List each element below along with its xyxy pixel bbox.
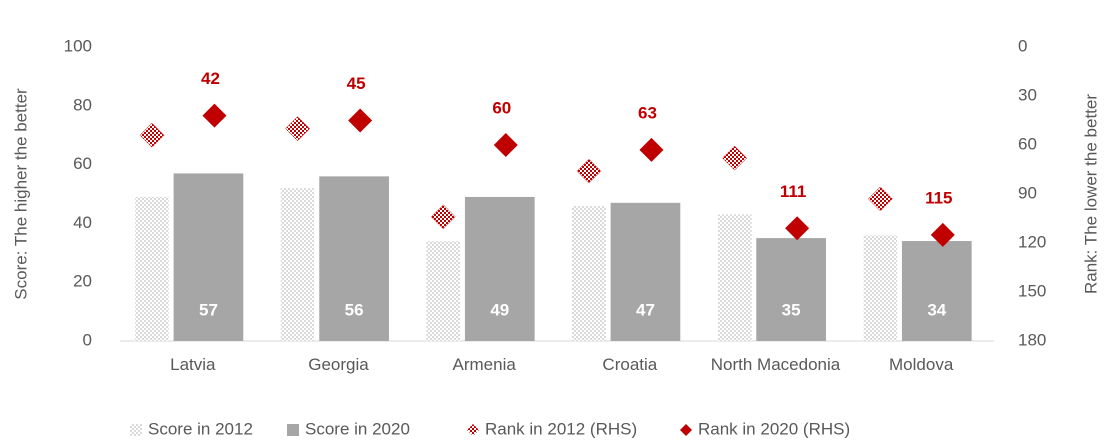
rank-value-label: 45 xyxy=(347,74,366,93)
y-tick-label: 20 xyxy=(73,272,92,291)
bar xyxy=(319,176,389,341)
y2-tick-label: 60 xyxy=(1018,134,1037,153)
bar xyxy=(863,235,898,341)
bar-value-label: 49 xyxy=(490,300,509,319)
rank-marker xyxy=(867,186,893,212)
rank-marker xyxy=(785,216,810,241)
x-tick-label: Latvia xyxy=(170,355,216,374)
x-tick-label: Armenia xyxy=(452,355,516,374)
rank-marker xyxy=(639,137,664,162)
bar xyxy=(280,188,315,341)
rank-value-label: 115 xyxy=(925,188,952,207)
y-tick-label: 60 xyxy=(73,154,92,173)
rank-value-label: 42 xyxy=(201,69,220,88)
bar xyxy=(464,196,535,341)
bar xyxy=(901,241,972,341)
bar-value-label: 56 xyxy=(345,300,364,319)
legend-swatch xyxy=(130,424,142,436)
rank-marker xyxy=(930,222,955,247)
bar xyxy=(426,241,461,341)
bar xyxy=(610,202,681,341)
legend-label: Score in 2020 xyxy=(305,419,410,438)
y-tick-label: 80 xyxy=(73,95,92,114)
bar-value-label: 34 xyxy=(927,300,946,319)
legend-label: Rank in 2020 (RHS) xyxy=(698,419,850,438)
rank-marker xyxy=(139,122,165,148)
rank-marker xyxy=(285,116,310,142)
rank-marker xyxy=(722,145,747,171)
x-tick-label: Croatia xyxy=(602,355,658,374)
bar xyxy=(135,196,169,341)
bar xyxy=(717,214,752,341)
x-tick-label: North Macedonia xyxy=(710,355,841,374)
rank-marker xyxy=(430,204,456,230)
legend-label: Score in 2012 xyxy=(148,419,253,438)
rank-value-label: 63 xyxy=(638,103,657,122)
rank-marker xyxy=(493,133,518,157)
rank-value-label: 60 xyxy=(492,98,511,117)
x-tick-label: Moldova xyxy=(889,355,954,374)
y-tick-label: 0 xyxy=(83,330,92,349)
bar-value-label: 35 xyxy=(782,300,801,319)
rank-marker xyxy=(576,158,602,184)
legend-swatch xyxy=(287,424,299,436)
legend-swatch xyxy=(680,424,692,436)
y-tick-label: 40 xyxy=(73,213,92,232)
rank-marker xyxy=(202,103,227,128)
y-tick-label: 100 xyxy=(64,36,92,55)
bar-value-label: 57 xyxy=(199,300,218,319)
y2-tick-label: 30 xyxy=(1018,85,1037,104)
rank-marker xyxy=(348,108,373,133)
y2-tick-label: 180 xyxy=(1018,330,1046,349)
bar xyxy=(572,205,606,341)
y2-axis-label: Rank: The lower the better xyxy=(1081,94,1100,294)
y-axis-label: Score: The higher the better xyxy=(11,88,30,300)
y2-tick-label: 120 xyxy=(1018,232,1046,251)
y2-tick-label: 0 xyxy=(1018,36,1027,55)
y2-tick-label: 150 xyxy=(1018,281,1046,300)
y2-tick-label: 90 xyxy=(1018,183,1037,202)
x-tick-label: Georgia xyxy=(308,355,369,374)
bar xyxy=(756,238,826,341)
rank-value-label: 111 xyxy=(780,182,807,201)
bar-value-label: 47 xyxy=(636,300,655,319)
legend-swatch xyxy=(467,424,479,436)
bar xyxy=(173,173,244,341)
legend-label: Rank in 2012 (RHS) xyxy=(485,419,637,438)
